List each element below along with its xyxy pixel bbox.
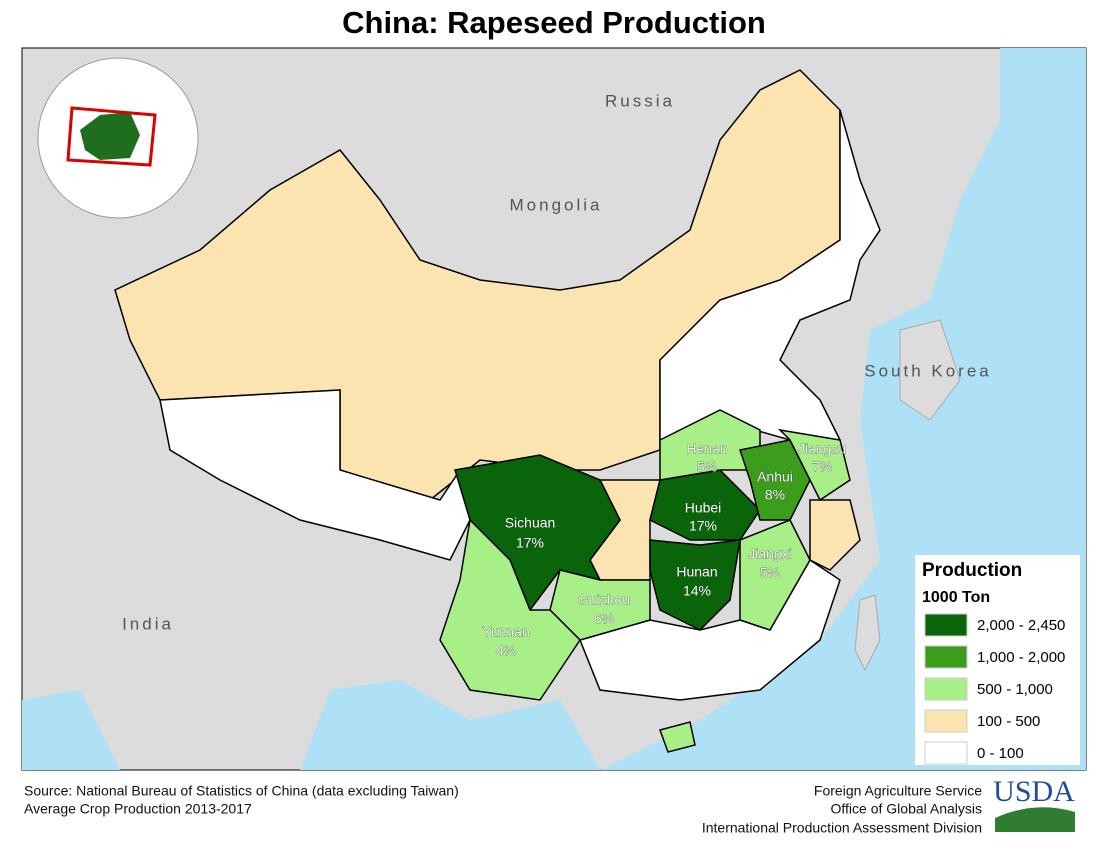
globe-china xyxy=(80,112,140,160)
inset-box xyxy=(66,106,157,167)
taiwan xyxy=(854,594,881,672)
ocean xyxy=(22,690,120,770)
source: Average Crop Production 2013-2017 xyxy=(24,801,252,817)
legend-label: 1,000 - 2,000 xyxy=(977,649,1065,666)
province-name: Anhui xyxy=(757,469,793,485)
province-share: 7% xyxy=(812,459,832,475)
province-share: 4% xyxy=(496,643,516,659)
legend-swatch xyxy=(924,741,968,765)
region xyxy=(659,721,696,753)
province-share: 5% xyxy=(760,565,780,581)
logo-wave xyxy=(995,807,1075,832)
region xyxy=(159,389,471,561)
province-name: Hunan xyxy=(676,564,717,580)
legend-title: Production xyxy=(922,560,1022,581)
province-name: Sichuan xyxy=(505,515,556,531)
legend: Production 1000 Ton 2,000 - 2,450 1,000 -… xyxy=(915,555,1080,765)
legend-swatch xyxy=(924,645,968,669)
province-name: Yunnan xyxy=(482,624,530,640)
province-name: Hubei xyxy=(685,500,722,516)
map: Russia Mongolia South Korea India Sichua… xyxy=(21,47,1087,771)
credit: Foreign Agriculture Service xyxy=(814,783,982,799)
region xyxy=(809,499,861,571)
country-label: India xyxy=(122,614,174,633)
province xyxy=(439,518,581,701)
province-name: Jiangsu xyxy=(798,441,846,457)
credit: Office of Global Analysis xyxy=(831,801,982,817)
province-name: Jiangxi xyxy=(748,546,792,562)
ocean xyxy=(300,680,600,770)
logo: USDA xyxy=(993,775,1075,808)
legend-items: 2,000 - 2,450 1,000 - 2,000 500 - 1,000 100… xyxy=(924,613,1065,765)
province-share: 14% xyxy=(683,583,711,599)
province-share: 17% xyxy=(516,535,544,551)
legend-swatch xyxy=(924,709,968,733)
province-share: 6% xyxy=(594,611,614,627)
region xyxy=(578,558,841,701)
province xyxy=(777,428,851,502)
province xyxy=(739,519,811,631)
country-label: Mongolia xyxy=(510,195,603,214)
province-name: Guizhou xyxy=(578,592,630,608)
legend-swatch xyxy=(924,613,968,637)
country-label: Russia xyxy=(605,91,675,110)
province xyxy=(649,539,741,631)
province-share: 8% xyxy=(765,487,785,503)
province-share: 17% xyxy=(689,518,717,534)
country-label: South Korea xyxy=(864,361,992,380)
title: China: Rapeseed Production xyxy=(342,5,766,40)
inset-globe xyxy=(37,57,199,219)
legend-label: 100 - 500 xyxy=(977,713,1040,730)
china xyxy=(114,69,881,753)
source: Source: National Bureau of Statistics of… xyxy=(24,783,459,799)
legend-swatch xyxy=(924,677,968,701)
legend-label: 0 - 100 xyxy=(977,745,1024,762)
province-name: Henan xyxy=(686,441,727,457)
credit: International Production Assessment Divi… xyxy=(702,820,982,836)
legend-unit: 1000 Ton xyxy=(922,589,990,606)
legend-label: 500 - 1,000 xyxy=(977,681,1053,698)
legend-label: 2,000 - 2,450 xyxy=(977,617,1065,634)
province-share: 5% xyxy=(697,459,717,475)
korea xyxy=(899,319,961,421)
province-labels: Sichuan 17% Hubei 17% Hunan 14% Anhui 8%… xyxy=(482,440,846,659)
